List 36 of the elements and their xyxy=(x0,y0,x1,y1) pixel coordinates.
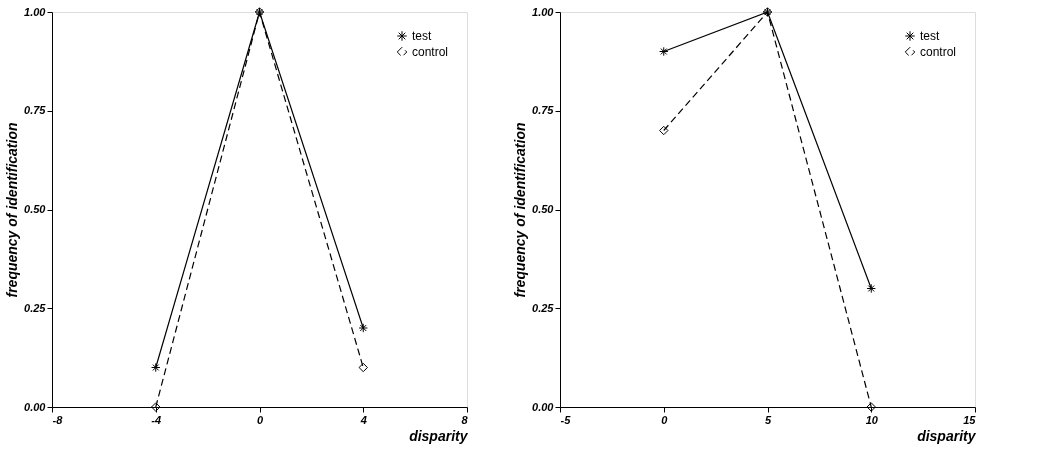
point xyxy=(358,362,368,373)
point xyxy=(866,283,876,294)
y-tick-label: 0.25 xyxy=(24,301,47,314)
x-axis-title: disparity xyxy=(917,427,977,444)
x-tick-label: -8 xyxy=(52,413,64,426)
legend-label: control xyxy=(920,45,957,59)
x-axis-title: disparity xyxy=(409,427,469,444)
point xyxy=(866,402,876,412)
y-tick-label: 0.00 xyxy=(24,400,47,413)
point xyxy=(151,402,161,412)
point xyxy=(151,362,161,373)
point xyxy=(358,323,368,333)
x-tick-label: 8 xyxy=(461,413,469,426)
y-axis-title: frequency of identification xyxy=(4,122,21,298)
x-tick-label: 4 xyxy=(359,413,367,426)
y-tick-label: 0.00 xyxy=(532,400,555,413)
legend-label: test xyxy=(920,29,941,43)
y-tick-label: 0.75 xyxy=(24,104,47,117)
x-tick-label: -4 xyxy=(151,413,162,426)
x-tick-label: -5 xyxy=(560,413,572,426)
y-axis-title: frequency of identification xyxy=(512,122,529,298)
y-tick-label: 0.25 xyxy=(532,301,555,314)
y-tick-label: 1.00 xyxy=(24,5,47,18)
x-tick-label: 0 xyxy=(256,413,264,426)
legend-label: test xyxy=(412,29,433,43)
y-tick-label: 0.50 xyxy=(24,203,47,215)
y-tick-label: 1.00 xyxy=(532,5,555,18)
x-tick-label: 10 xyxy=(865,413,879,426)
point xyxy=(659,46,669,57)
x-tick-label: 5 xyxy=(764,413,772,426)
x-tick-label: 15 xyxy=(963,413,977,426)
point xyxy=(659,125,669,136)
x-tick-label: 0 xyxy=(661,413,669,426)
y-tick-label: 0.75 xyxy=(532,104,555,117)
legend-label: control xyxy=(412,45,449,59)
y-tick-label: 0.50 xyxy=(532,203,555,215)
